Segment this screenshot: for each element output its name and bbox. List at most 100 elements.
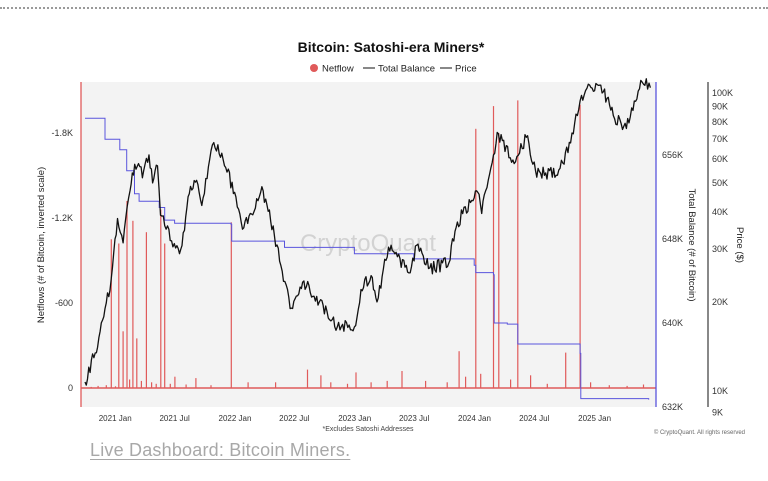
netflow-bar: [169, 383, 171, 389]
netflow-bar: [132, 220, 134, 388]
balance-tick-label: 656K: [662, 150, 683, 160]
plot-background: [81, 82, 656, 407]
netflow-bar: [458, 351, 460, 388]
x-tick-label: 2022 Jul: [279, 414, 309, 423]
netflow-bar: [642, 384, 645, 388]
x-tick-label: 2024 Jul: [519, 414, 549, 423]
balance-y-axis: 656K 648K 640K 632K: [662, 150, 683, 412]
netflow-bar: [140, 380, 142, 388]
balance-axis-label: Total Balance (# of Bitcoin): [686, 188, 697, 301]
x-tick-label: 2021 Jan: [99, 414, 132, 423]
netflow-bar: [97, 385, 99, 388]
netflow-bar: [498, 133, 500, 388]
netflow-bar: [105, 385, 107, 388]
netflow-bar: [164, 243, 166, 388]
netflow-bar: [401, 371, 403, 388]
legend-netflow-swatch: [310, 64, 318, 72]
netflow-bar: [114, 386, 117, 388]
netflow-bar: [126, 201, 128, 388]
netflow-bar: [129, 379, 131, 388]
legend-balance-label: Total Balance: [378, 64, 435, 75]
copyright: © CryptoQuant. All rights reserved: [654, 429, 745, 436]
legend-price-label: Price: [455, 64, 477, 75]
legend-item-netflow: Netflow: [310, 64, 354, 75]
price-axis-label: Price ($): [734, 227, 745, 263]
price-tick-label: 90K: [712, 102, 728, 112]
x-tick-label: 2023 Jan: [338, 414, 371, 423]
x-tick-label: 2023 Jul: [399, 414, 429, 423]
netflow-bar: [145, 232, 147, 388]
price-tick-label: 10K: [712, 386, 728, 396]
netflow-bar: [230, 222, 232, 389]
netflow-bar: [275, 382, 277, 388]
netflow-bar: [346, 383, 349, 389]
left-tick-label: -1.2K: [51, 213, 73, 223]
price-line: [84, 78, 652, 386]
netflow-bar: [122, 331, 124, 388]
price-tick-label: 40K: [712, 207, 728, 217]
netflow-bar: [579, 104, 581, 388]
netflow-bar: [475, 128, 477, 389]
price-tick-label: 20K: [712, 297, 728, 307]
dotted-rule: [0, 7, 768, 9]
netflow-bar: [465, 376, 467, 388]
footnote: *Excludes Satoshi Addresses: [322, 426, 414, 433]
netflow-bar: [151, 382, 153, 388]
price-y-axis: 100K 90K 80K 70K 60K 50K 40K 30K 20K 10K 9K: [712, 88, 733, 418]
left-y-axis: -1.8K -1.2K -600 0: [51, 128, 73, 393]
netflow-bar: [355, 372, 357, 388]
price-tick-label: 30K: [712, 244, 728, 254]
netflow-bar: [174, 376, 176, 388]
netflow-bar: [247, 382, 249, 388]
price-tick-label: 100K: [712, 88, 733, 98]
netflow-bar: [118, 243, 120, 388]
price-tick-label: 9K: [712, 408, 723, 418]
netflow-bar: [492, 106, 495, 388]
legend-item-balance: Total Balance: [363, 64, 435, 75]
balance-tick-label: 640K: [662, 318, 683, 328]
x-tick-label: 2021 Jul: [159, 414, 189, 423]
netflow-bar: [590, 382, 592, 388]
netflow-bar: [160, 209, 162, 388]
price-tick-label: 60K: [712, 154, 728, 164]
left-tick-label: 0: [68, 383, 73, 393]
x-tick-label: 2024 Jan: [458, 414, 491, 423]
price-tick-label: 50K: [712, 178, 728, 188]
legend-item-price: Price: [440, 64, 477, 75]
netflow-bar: [517, 100, 519, 389]
balance-tick-label: 648K: [662, 234, 683, 244]
left-axis-label: Netflows (# of Bitcoin, inverted scale): [36, 167, 47, 323]
legend: Netflow Total Balance Price: [310, 64, 477, 75]
chart-title: Bitcoin: Satoshi-era Miners*: [298, 39, 485, 55]
netflow-bar: [185, 384, 187, 388]
chart: Bitcoin: Satoshi-era Miners* Netflow Tot…: [36, 39, 745, 436]
netflow-bar: [330, 382, 332, 388]
watermark: CryptoQuant: [300, 230, 436, 257]
netflow-bar: [386, 380, 388, 388]
netflow-bar: [626, 385, 628, 388]
netflow-bar: [370, 382, 372, 388]
x-axis: 2021 Jan 2021 Jul 2022 Jan 2022 Jul 2023 Jan…: [99, 414, 611, 423]
x-tick-label: 2025 Jan: [578, 414, 611, 423]
netflow-bar: [480, 373, 482, 388]
netflow-bar: [136, 338, 138, 388]
netflow-series: [81, 100, 656, 389]
live-dashboard-link[interactable]: Live Dashboard: Bitcoin Miners.: [90, 440, 351, 460]
netflow-bar: [565, 352, 567, 388]
netflow-bar: [446, 382, 448, 388]
left-tick-label: -600: [55, 298, 73, 308]
netflow-bar: [110, 239, 112, 389]
total-balance-line: [85, 117, 650, 400]
netflow-bar: [546, 383, 548, 389]
price-tick-label: 70K: [712, 134, 728, 144]
price-tick-label: 80K: [712, 117, 728, 127]
netflow-bar: [425, 380, 427, 388]
netflow-bar: [530, 375, 532, 389]
left-tick-label: -1.8K: [51, 128, 73, 138]
netflow-bar: [608, 385, 610, 388]
legend-netflow-label: Netflow: [322, 64, 354, 75]
netflow-bar: [155, 383, 157, 389]
netflow-bar: [195, 378, 197, 388]
netflow-bar: [306, 369, 309, 388]
netflow-bar: [510, 379, 512, 388]
